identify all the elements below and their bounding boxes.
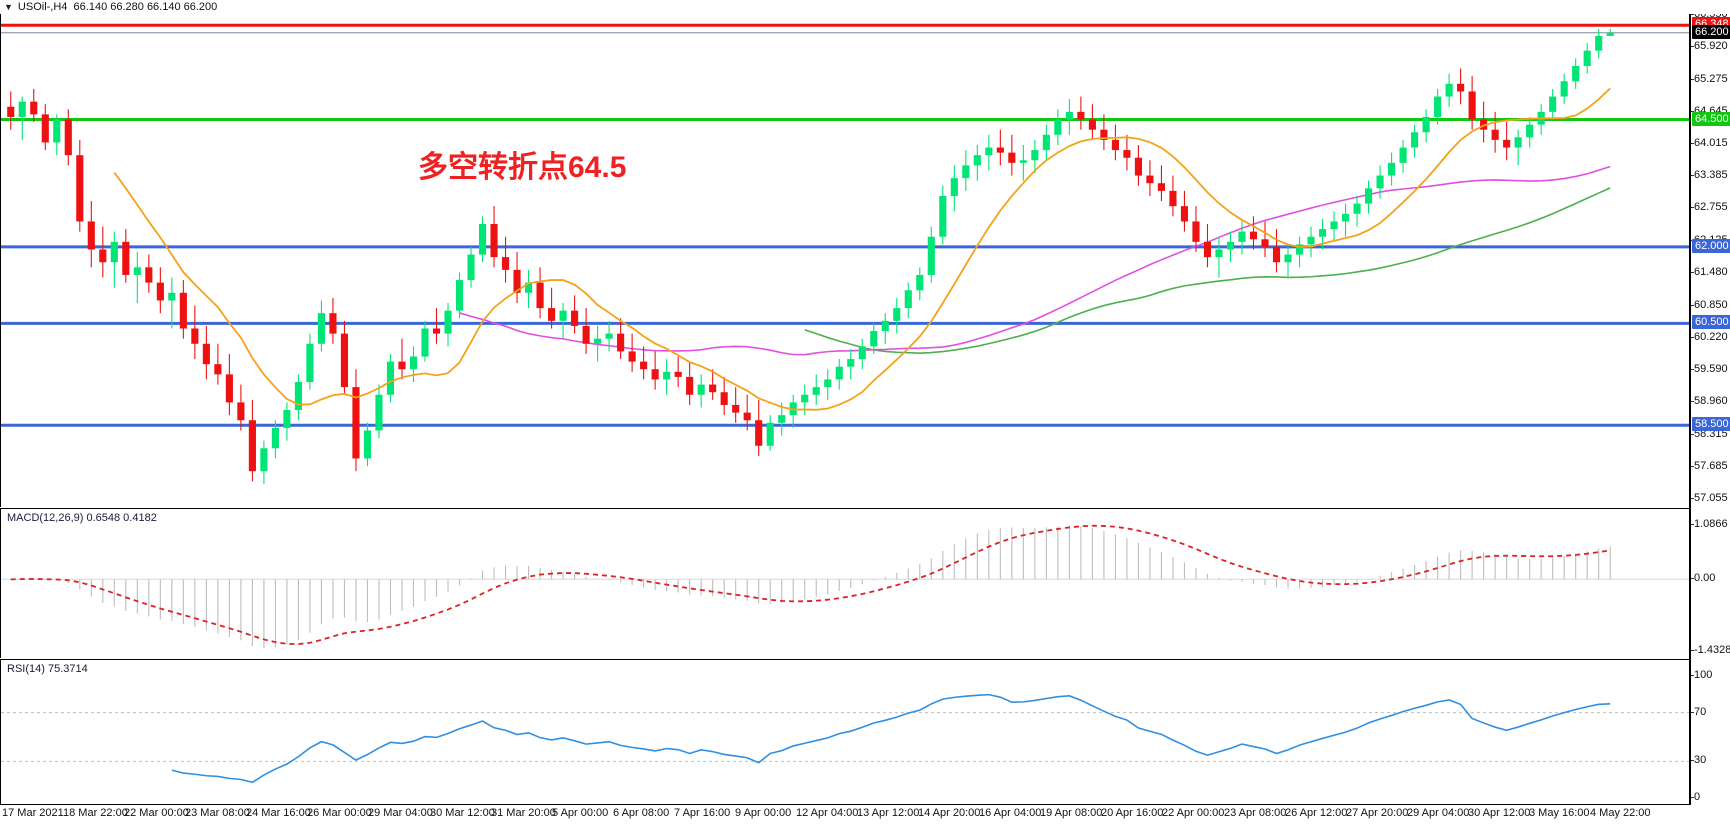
rsi-panel-label: RSI(14) 75.3714	[7, 663, 88, 675]
time-tick-label: 17 Mar 2021	[2, 807, 64, 819]
time-tick-label: 26 Apr 12:00	[1285, 807, 1348, 819]
time-tick-label: 19 Apr 08:00	[1040, 807, 1103, 819]
macd-canvas[interactable]	[1, 509, 1689, 657]
macd-tick: 1.0866	[1691, 518, 1728, 530]
price-tick: 60.850	[1691, 298, 1728, 311]
macd-panel[interactable]: MACD(12,26,9) 0.6548 0.4182	[0, 508, 1690, 658]
price-tick: 60.220	[1691, 330, 1728, 343]
time-tick-label: 6 Apr 08:00	[613, 807, 670, 819]
time-tick-label: 31 Mar 20:00	[491, 807, 556, 819]
rsi-line	[171, 693, 1611, 784]
triangle-down-icon[interactable]: ▼	[4, 1, 13, 12]
price-tick: 58.960	[1691, 394, 1728, 407]
price-tick: 63.385	[1691, 169, 1728, 182]
time-tick-label: 12 Apr 04:00	[796, 807, 859, 819]
symbol-ohlc-label: USOil-,H4 66.140 66.280 66.140 66.200	[17, 1, 218, 13]
macd-tick: -1.4328	[1690, 644, 1730, 656]
time-tick-label: 23 Apr 08:00	[1224, 807, 1287, 819]
time-tick-label: 29 Mar 04:00	[368, 807, 433, 819]
time-tick-label: 13 Apr 12:00	[857, 807, 920, 819]
price-tick: 61.480	[1691, 266, 1728, 279]
time-tick-label: 23 Mar 08:00	[185, 807, 250, 819]
level-62000-chip[interactable]: 62.000	[1692, 238, 1730, 253]
rsi-tick: 100	[1690, 669, 1713, 681]
time-tick-label: 4 May 22:00	[1590, 807, 1651, 819]
candlestick-series[interactable]	[7, 28, 1614, 484]
price-tick: 65.275	[1691, 73, 1728, 85]
ma-slow-green-line	[804, 187, 1611, 354]
time-tick-label: 22 Apr 00:00	[1162, 807, 1225, 819]
price-tick: 64.015	[1691, 137, 1728, 150]
time-tick-label: 14 Apr 20:00	[918, 807, 981, 819]
time-tick-label: 24 Mar 16:00	[246, 807, 311, 819]
macd-histogram	[21, 525, 1611, 649]
bid-price-chip[interactable]: 66.200	[1692, 24, 1730, 39]
price-axis[interactable]: 66.55065.92065.27564.64564.01563.38562.7…	[1690, 0, 1730, 805]
price-chart-canvas[interactable]	[1, 8, 1689, 506]
rsi-panel[interactable]: RSI(14) 75.3714	[0, 659, 1690, 805]
price-tick: 65.920	[1691, 40, 1728, 53]
level-64500-chip[interactable]: 64.500	[1692, 111, 1730, 126]
macd-panel-label: MACD(12,26,9) 0.6548 0.4182	[7, 512, 157, 524]
price-tick: 59.590	[1691, 362, 1728, 375]
level-58500-chip[interactable]: 58.500	[1692, 417, 1730, 432]
time-tick-label: 30 Apr 12:00	[1468, 807, 1531, 819]
ma-mid-magenta-line	[459, 165, 1611, 356]
level-60500-chip[interactable]: 60.500	[1692, 315, 1730, 330]
time-tick-label: 7 Apr 16:00	[674, 807, 731, 819]
chart-header: ▼ USOil-,H4 66.140 66.280 66.140 66.200	[0, 0, 1730, 14]
time-tick-label: 26 Mar 00:00	[307, 807, 372, 819]
price-tick: 57.055	[1691, 492, 1728, 504]
ma-fast-orange-line	[113, 87, 1611, 411]
rsi-tick: 70	[1690, 705, 1707, 718]
time-axis[interactable]: 17 Mar 2021 18 Mar 22:00 22 Mar 00:00 23 Ma…	[0, 805, 1730, 825]
price-tick: 62.755	[1691, 201, 1728, 214]
time-tick-label: 9 Apr 00:00	[735, 807, 792, 819]
price-tick: 57.685	[1691, 459, 1728, 472]
axis-separator	[1689, 0, 1690, 805]
time-tick-label: 27 Apr 20:00	[1346, 807, 1409, 819]
macd-tick: 0.00	[1690, 572, 1716, 585]
time-tick-label: 30 Mar 12:00	[430, 807, 495, 819]
rsi-tick: 30	[1690, 754, 1707, 767]
time-tick-label: 20 Apr 16:00	[1101, 807, 1164, 819]
time-tick-label: 22 Mar 00:00	[124, 807, 189, 819]
time-tick-label: 18 Mar 22:00	[63, 807, 128, 819]
time-tick-label: 16 Apr 04:00	[979, 807, 1042, 819]
time-tick-label: 29 Apr 04:00	[1407, 807, 1470, 819]
time-tick-label: 5 Apr 00:00	[552, 807, 609, 819]
macd-signal-line	[10, 524, 1611, 646]
rsi-canvas[interactable]	[1, 660, 1689, 804]
time-tick-label: 3 May 16:00	[1529, 807, 1590, 819]
rsi-tick: 0	[1690, 791, 1701, 803]
price-chart-panel[interactable]	[0, 7, 1690, 507]
chart-annotation-text: 多空转折点64.5	[418, 151, 627, 184]
